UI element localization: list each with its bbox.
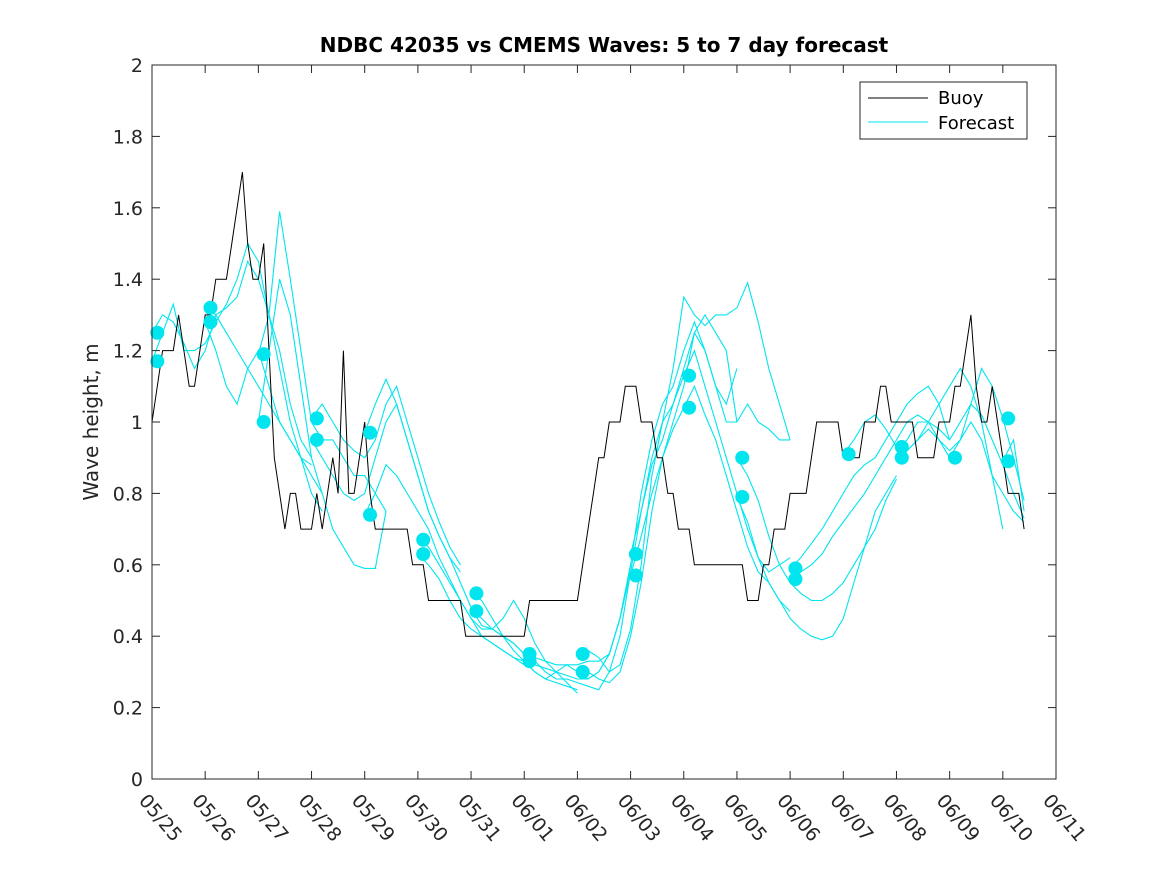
forecast-start-marker [416, 532, 431, 547]
forecast-start-marker [522, 654, 537, 669]
forecast-start-marker [575, 647, 590, 662]
forecast-start-marker [628, 568, 643, 583]
forecast-line [842, 367, 1004, 530]
forecast-start-marker [894, 439, 909, 454]
forecast-start-marker [416, 547, 431, 562]
forecast-start-marker [309, 432, 324, 447]
forecast-line [417, 553, 578, 691]
y-tick-label: 1 [131, 412, 143, 434]
forecast-start-marker [841, 447, 856, 462]
y-tick-label: 0.2 [113, 698, 143, 720]
forecast-line [1002, 438, 1025, 512]
forecast-line [577, 331, 791, 684]
legend-forecast-label: Forecast [938, 113, 1014, 134]
y-tick-label: 0.4 [113, 626, 143, 648]
forecast-start-marker [309, 411, 324, 426]
forecast-line [204, 321, 323, 512]
forecast-start-marker [256, 347, 271, 362]
forecast-start-marker [1001, 454, 1016, 469]
forecast-start-marker [203, 315, 218, 330]
forecast-start-marker [628, 547, 643, 562]
forecast-start-marker [363, 507, 378, 522]
forecast-line [630, 384, 791, 612]
y-tick-label: 1.4 [113, 269, 143, 291]
forecast-start-marker [894, 450, 909, 465]
forecast-line [949, 367, 1025, 501]
legend: Buoy Forecast [859, 81, 1028, 140]
forecast-start-marker [735, 489, 750, 504]
forecast-start-marker [1001, 411, 1016, 426]
forecast-start-marker [788, 572, 803, 587]
plot-markers [150, 300, 1016, 679]
forecast-line [311, 384, 461, 566]
legend-box [859, 81, 1028, 140]
forecast-line [736, 475, 897, 641]
y-tick-label: 0.6 [113, 555, 143, 577]
forecast-start-marker [682, 368, 697, 383]
y-tick-label: 1.8 [113, 126, 143, 148]
forecast-line [417, 539, 578, 694]
forecast-start-marker [203, 300, 218, 315]
forecast-line [736, 457, 897, 602]
forecast-start-marker [363, 425, 378, 440]
forecast-start-marker [947, 450, 962, 465]
forecast-line [789, 414, 951, 580]
y-tick-label: 2 [131, 55, 143, 77]
forecast-start-marker [788, 561, 803, 576]
legend-buoy-label: Buoy [938, 88, 984, 109]
y-tick-label: 0 [131, 769, 143, 791]
chart-title: NDBC 42035 vs CMEMS Waves: 5 to 7 day fo… [320, 33, 889, 57]
y-axis-label: Wave height, m [79, 343, 103, 500]
forecast-start-marker [150, 354, 165, 369]
forecast-line [204, 307, 323, 494]
forecast-line [151, 260, 312, 458]
forecast-start-marker [735, 450, 750, 465]
y-axis: 0 0.2 0.4 0.6 0.8 1 1.2 1.4 1.6 1.8 2 [113, 55, 1056, 791]
y-tick-label: 1.2 [113, 341, 143, 363]
forecast-start-marker [575, 664, 590, 679]
forecast-line [577, 281, 791, 673]
forecast-start-marker [150, 325, 165, 340]
y-tick-label: 0.8 [113, 483, 143, 505]
forecast-line [524, 320, 738, 666]
forecast-line [789, 385, 951, 569]
buoy-line [151, 172, 1025, 637]
forecast-start-marker [682, 400, 697, 415]
forecast-start-marker [469, 604, 484, 619]
forecast-start-marker [469, 586, 484, 601]
plot-series [151, 172, 1025, 694]
forecast-line [257, 279, 387, 569]
y-tick-label: 1.6 [113, 198, 143, 220]
forecast-start-marker [256, 415, 271, 429]
forecast-line [151, 242, 312, 466]
